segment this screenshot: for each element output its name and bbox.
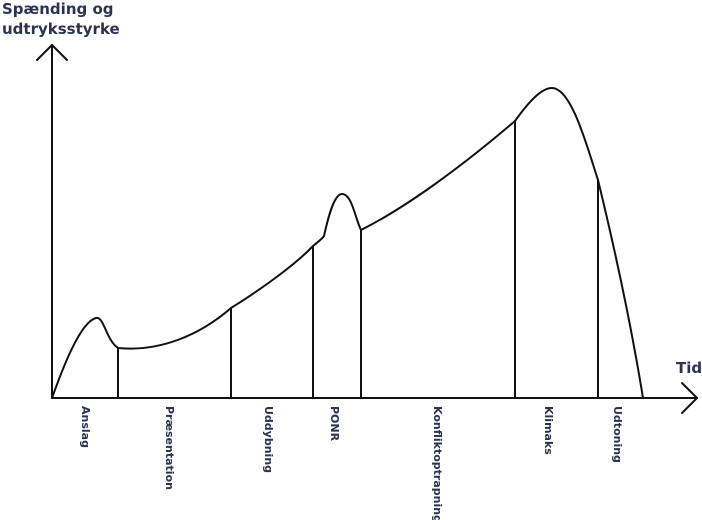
y-axis-arrowhead — [36, 44, 68, 61]
stage-label-praesentation: Præsentation — [163, 406, 176, 490]
stage-label-uddybning: Uddybning — [262, 406, 275, 473]
stage-label-klimaks: Klimaks — [542, 406, 555, 455]
y-axis-title-line1: Spænding og — [2, 0, 114, 18]
y-axis-title-line2: udtryksstyrke — [2, 20, 120, 38]
stage-label-anslag: Anslag — [79, 406, 92, 448]
x-axis-title: Tid — [676, 359, 702, 377]
stage-label-ponr: PONR — [328, 406, 341, 442]
stage-label-konfliktoptrapning: Konfliktoptrapning — [431, 406, 444, 520]
tension-curve — [51, 87, 644, 399]
stage-label-udtoning: Udtoning — [611, 406, 624, 463]
x-axis-arrowhead — [681, 382, 698, 414]
